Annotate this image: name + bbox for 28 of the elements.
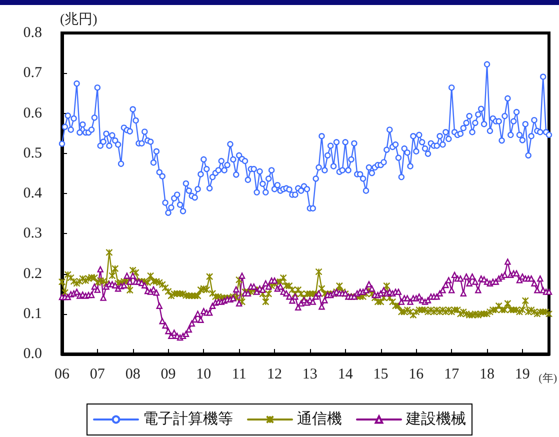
x-tick-label: 16 bbox=[408, 366, 424, 382]
y-tick-label: 0.2 bbox=[23, 266, 42, 282]
x-tick-label: 14 bbox=[338, 366, 354, 382]
y-tick-label: 0.5 bbox=[23, 145, 42, 162]
x-tick-label: 09 bbox=[160, 366, 176, 382]
y-tick-label: 0.0 bbox=[23, 346, 42, 362]
y-tick-label: 0.4 bbox=[23, 186, 42, 202]
x-tick-label: 18 bbox=[480, 366, 495, 382]
x-tick-label: 06 bbox=[54, 366, 70, 382]
y-tick-label: 0.7 bbox=[23, 65, 42, 82]
y-axis-title: (兆円) bbox=[60, 12, 98, 28]
x-axis-title: (年) bbox=[538, 372, 558, 384]
x-tick-label: 12 bbox=[267, 366, 282, 382]
x-tick-label: 10 bbox=[196, 366, 212, 382]
x-tick-label: 13 bbox=[302, 366, 318, 382]
legend-label: 建設機械 bbox=[405, 410, 466, 428]
x-tick-label: 11 bbox=[232, 366, 246, 382]
x-tick-label: 17 bbox=[444, 366, 460, 382]
x-tick-label: 15 bbox=[373, 366, 388, 382]
x-tick-label: 07 bbox=[90, 366, 106, 382]
y-tick-label: 0.3 bbox=[23, 226, 42, 242]
x-tick-label: 08 bbox=[125, 366, 140, 382]
legend-label: 通信機 bbox=[297, 410, 342, 428]
y-tick-label: 0.8 bbox=[23, 25, 42, 41]
legend-label: 電子計算機等 bbox=[143, 410, 233, 428]
y-tick-label: 0.1 bbox=[23, 306, 42, 322]
y-tick-label: 0.6 bbox=[23, 105, 42, 122]
x-tick-label: 19 bbox=[514, 366, 530, 382]
